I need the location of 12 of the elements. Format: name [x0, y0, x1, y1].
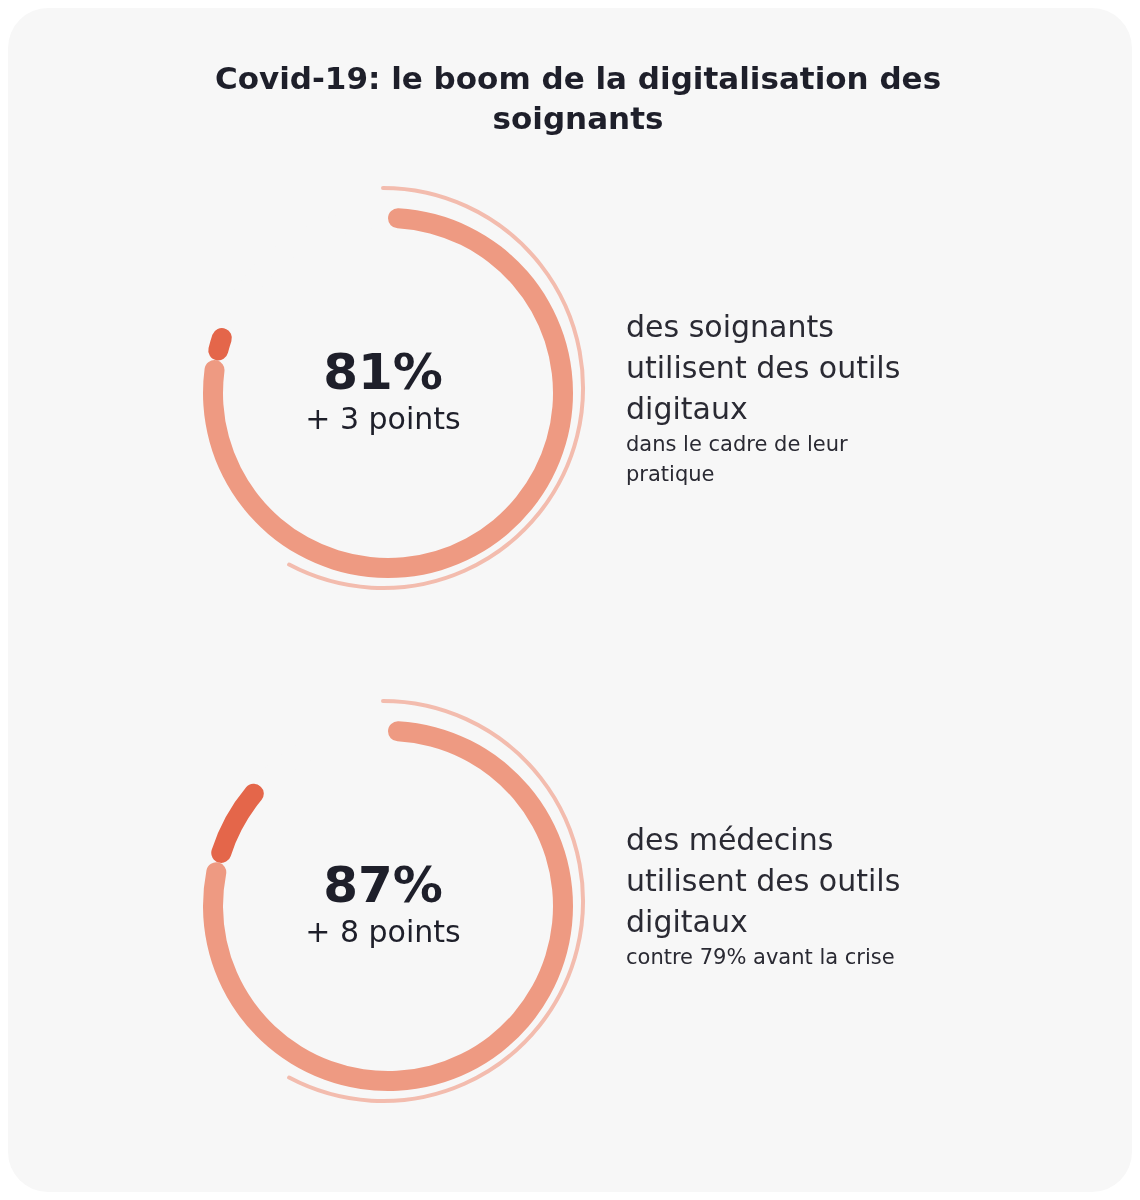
donut-slice [203, 721, 573, 1091]
text: contre 79% avant la crise [626, 944, 896, 971]
donut-slice [211, 783, 264, 863]
text: des soignants utilisent des outils digitaux [626, 308, 902, 428]
text: dans le cadre de leur pratique [626, 431, 849, 488]
text: des médecins utilisent des outils digitaux [626, 821, 902, 941]
chart-title: Covid-19: le boom de la digitalisation des soignants [213, 59, 943, 138]
donut-slice [208, 327, 232, 361]
text: + 8 points [304, 914, 462, 950]
text: 81% [322, 343, 444, 401]
text: 87% [322, 856, 444, 914]
text: + 3 points [304, 401, 462, 437]
